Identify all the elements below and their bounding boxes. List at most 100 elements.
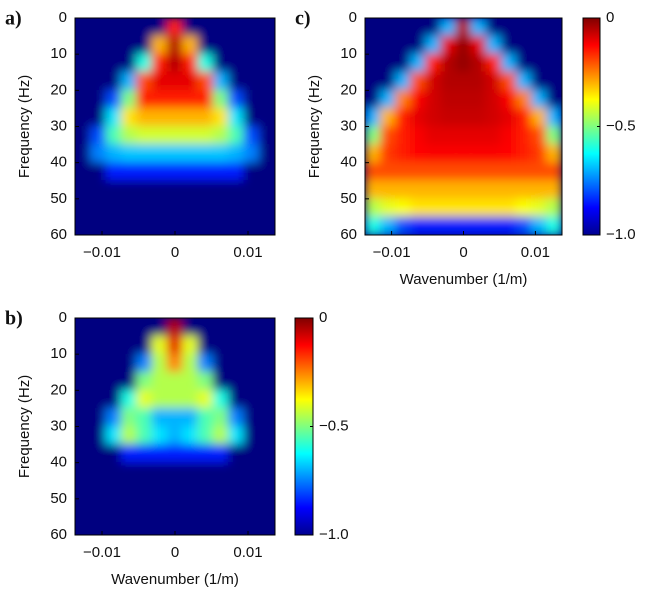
heatmap-cell	[75, 516, 92, 535]
y-tick-label: 20	[50, 381, 67, 398]
heatmap-cell	[228, 371, 245, 391]
heatmap-cell	[379, 107, 397, 127]
heatmap-cell	[166, 198, 184, 218]
heatmap-cell	[151, 480, 168, 500]
heatmap-cell	[243, 407, 260, 427]
heatmap-cell	[136, 498, 153, 518]
heatmap-cell	[151, 89, 168, 109]
heatmap-cell	[243, 444, 260, 464]
heatmap-cell	[151, 53, 168, 73]
heatmap-cell	[136, 335, 153, 355]
y-tick-label: 0	[59, 309, 67, 326]
heatmap-cell	[455, 162, 472, 182]
heatmap-cell	[410, 35, 427, 55]
heatmap-cell	[365, 216, 381, 235]
heatmap-cell	[410, 71, 427, 91]
heatmap-cell	[470, 107, 487, 127]
heatmap-cell	[182, 180, 199, 200]
y-tick-label: 60	[50, 526, 67, 543]
heatmap-cells	[75, 18, 275, 235]
heatmap-cell	[75, 444, 92, 464]
heatmap-cell	[228, 444, 245, 464]
heatmap-cell	[228, 407, 245, 427]
heatmap-cell	[228, 426, 245, 446]
heatmap-cell	[379, 89, 397, 109]
heatmap-cell	[182, 516, 199, 535]
heatmap-cell	[500, 126, 517, 146]
heatmap-cell	[455, 35, 472, 55]
panel-label: a)	[5, 8, 22, 30]
heatmap-cell	[515, 71, 532, 91]
heatmap-cell	[151, 407, 168, 427]
heatmap-cell	[75, 198, 92, 218]
heatmap-cell	[500, 144, 517, 164]
heatmap-cell	[182, 389, 199, 409]
heatmap	[365, 18, 562, 235]
y-tick-label: 40	[340, 154, 357, 171]
heatmap-cell	[228, 71, 245, 91]
heatmap-cell	[151, 126, 168, 146]
heatmap-cell	[166, 216, 184, 235]
x-axis-title: Wavenumber (1/m)	[111, 571, 239, 588]
heatmap-cell	[120, 516, 138, 535]
colorbar-tick-label: 0	[319, 309, 327, 326]
heatmap-cell	[485, 89, 502, 109]
heatmap-cell	[197, 71, 214, 91]
heatmap-cell	[470, 71, 487, 91]
heatmap-cell	[228, 498, 245, 518]
heatmap-cell	[515, 144, 532, 164]
heatmap-cell	[530, 126, 548, 146]
heatmap-cell	[395, 89, 412, 109]
heatmap-cell	[197, 353, 214, 373]
heatmap-cells	[75, 318, 275, 535]
heatmap-cell	[530, 144, 548, 164]
heatmap-cell	[166, 53, 184, 73]
heatmap-cell	[136, 198, 153, 218]
heatmap-cell	[105, 89, 122, 109]
heatmap-cell	[151, 162, 168, 182]
x-tick-label: 0.01	[521, 244, 550, 261]
heatmap-cell	[105, 353, 122, 373]
heatmap-cell	[546, 126, 562, 146]
heatmap-cell	[455, 89, 472, 109]
heatmap-cell	[182, 162, 199, 182]
y-tick-label: 40	[50, 454, 67, 471]
heatmap-cell	[197, 407, 214, 427]
heatmap-cell	[243, 389, 260, 409]
heatmap-cell	[105, 180, 122, 200]
heatmap-cell	[379, 144, 397, 164]
heatmap-cell	[228, 353, 245, 373]
heatmap-cell	[212, 371, 230, 391]
heatmap-cell	[182, 318, 199, 337]
heatmap-cell	[425, 53, 442, 73]
heatmap-cell	[197, 498, 214, 518]
heatmap-cell	[515, 216, 532, 235]
heatmap-cell	[410, 126, 427, 146]
heatmap-cell	[75, 162, 92, 182]
heatmap-cell	[470, 144, 487, 164]
heatmap-cell	[151, 180, 168, 200]
colorbar-tick-label: −0.5	[606, 117, 636, 134]
heatmap-cell	[197, 371, 214, 391]
x-tick-label: −0.01	[83, 544, 121, 561]
heatmap-cell	[410, 18, 427, 37]
heatmap-cell	[166, 498, 184, 518]
heatmap-cell	[379, 53, 397, 73]
heatmap-cell	[136, 89, 153, 109]
heatmap-cell	[258, 107, 275, 127]
heatmap-cell	[470, 35, 487, 55]
heatmap-cell	[136, 426, 153, 446]
heatmap-cell	[197, 335, 214, 355]
heatmap-cell	[151, 498, 168, 518]
heatmap-cell	[425, 107, 442, 127]
y-tick-label: 10	[50, 45, 67, 62]
heatmap-cell	[197, 198, 214, 218]
heatmap-cell	[90, 407, 107, 427]
heatmap-cell	[500, 71, 517, 91]
heatmap-cell	[440, 216, 457, 235]
heatmap-cell	[151, 389, 168, 409]
heatmap-cell	[530, 35, 548, 55]
heatmap-cell	[500, 35, 517, 55]
heatmap-cell	[258, 318, 275, 337]
heatmap-cell	[379, 126, 397, 146]
